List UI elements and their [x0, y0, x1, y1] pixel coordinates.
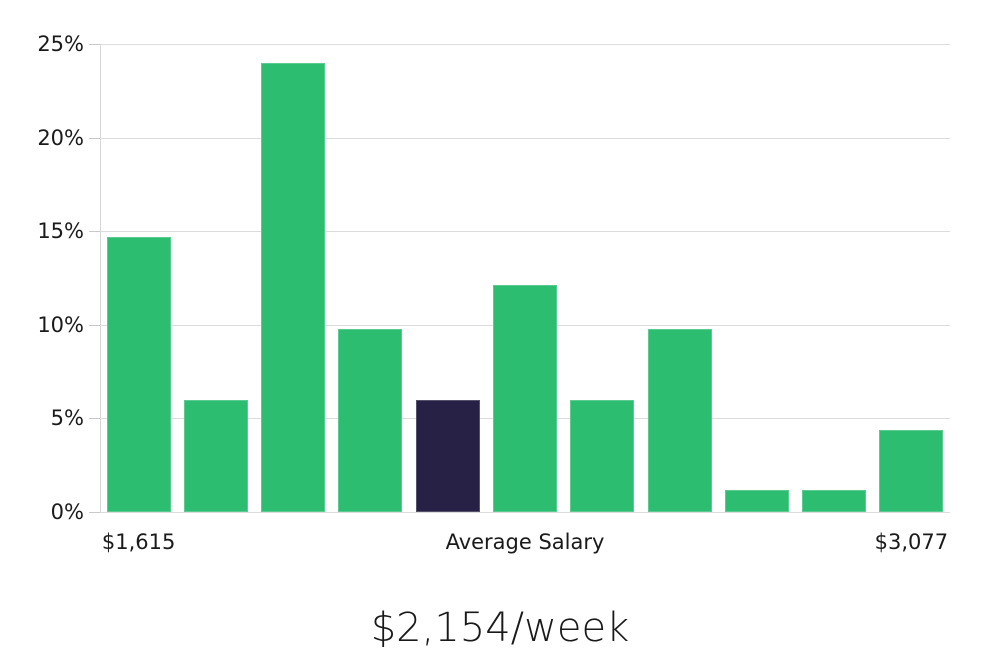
gridline	[100, 231, 950, 232]
bar	[107, 237, 171, 512]
bar	[879, 430, 943, 512]
bar	[493, 285, 557, 512]
y-tick-label: 5%	[50, 406, 84, 430]
y-axis-tick	[89, 44, 100, 45]
y-tick-label: 0%	[50, 500, 84, 524]
y-tick-label: 10%	[37, 313, 84, 337]
bar	[725, 490, 789, 512]
bar	[338, 329, 402, 512]
y-axis-line	[100, 44, 101, 512]
gridline	[100, 44, 950, 45]
gridline	[100, 138, 950, 139]
y-axis-tick	[89, 418, 100, 419]
x-tick-label-min: $1,615	[101, 530, 176, 554]
bar	[802, 490, 866, 512]
x-axis-title: Average Salary	[445, 530, 605, 554]
bar	[570, 400, 634, 512]
bar	[261, 63, 325, 512]
y-axis-tick	[89, 231, 100, 232]
y-tick-label: 20%	[37, 126, 84, 150]
bar	[648, 329, 712, 512]
y-tick-label: 25%	[37, 32, 84, 56]
y-axis-tick	[89, 325, 100, 326]
bar-highlighted	[416, 400, 480, 512]
chart-title: $2,154/week	[370, 605, 630, 651]
y-axis-tick	[89, 138, 100, 139]
gridline	[100, 512, 950, 513]
y-tick-label: 15%	[37, 219, 84, 243]
y-axis-tick	[89, 512, 100, 513]
bar	[184, 400, 248, 512]
x-tick-label-max: $3,077	[874, 530, 949, 554]
